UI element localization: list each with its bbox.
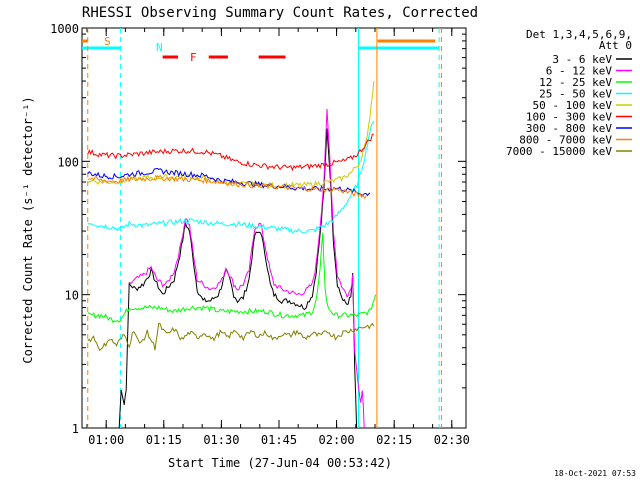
series-line — [87, 322, 375, 352]
plot-frame — [81, 27, 467, 429]
x-tick-label: 02:15 — [376, 433, 412, 447]
attenuator-f-label: F — [190, 51, 197, 64]
series-line — [128, 108, 365, 429]
y-tick-label: 10 — [65, 289, 79, 303]
series-line — [87, 174, 367, 200]
attenuator-s-label: S — [104, 35, 111, 48]
series-line — [87, 81, 375, 190]
legend-entry: 25 - 50 keV — [539, 88, 612, 101]
legend-entry: 800 - 7000 keV — [519, 134, 612, 147]
y-axis-label: Corrected Count Rate (s⁻¹ detector⁻¹) — [21, 96, 35, 363]
series-line — [87, 120, 375, 234]
x-tick-label: 01:15 — [146, 433, 182, 447]
legend-header: Att 0 — [599, 39, 632, 52]
y-tick-label: 100 — [57, 155, 79, 169]
x-axis-label: Start Time (27-Jun-04 00:53:42) — [168, 456, 392, 470]
legend-header: Det 1,3,4,5,6,9, — [526, 28, 632, 41]
series-line — [118, 128, 358, 429]
y-tick-label: 1000 — [50, 22, 79, 36]
x-tick-label: 02:00 — [319, 433, 355, 447]
x-tick-label: 02:30 — [434, 433, 470, 447]
footer-date: 18-Oct-2021 07:53 — [554, 469, 636, 478]
legend-entry: 100 - 300 keV — [526, 111, 612, 124]
x-tick-label: 01:30 — [203, 433, 239, 447]
x-tick-label: 01:00 — [88, 433, 124, 447]
legend-entry: 7000 - 15000 keV — [506, 145, 612, 158]
x-tick-label: 01:45 — [261, 433, 297, 447]
series-line — [87, 133, 374, 172]
legend-entry: 12 - 25 keV — [539, 76, 612, 89]
plot-area: 1 10 100 1000 01:00 01:15 01:30 01:45 02:00 02:15… — [50, 22, 470, 447]
y-tick-label: 1 — [72, 422, 79, 436]
legend-entry: 3 - 6 keV — [552, 53, 612, 66]
legend-entry: 6 - 12 keV — [546, 65, 613, 78]
legend-entry: 50 - 100 keV — [533, 99, 613, 112]
legend-entry: 300 - 800 keV — [526, 122, 612, 135]
series-line — [87, 232, 377, 324]
attenuator-n-label: N — [156, 41, 163, 54]
chart-title: RHESSI Observing Summary Count Rates, Co… — [82, 5, 478, 21]
